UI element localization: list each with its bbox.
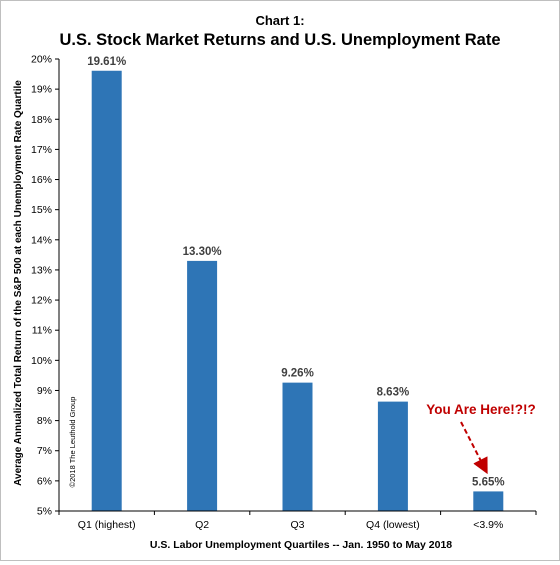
- y-tick-label: 13%: [31, 264, 52, 276]
- annotation-you-are-here: You Are Here!?!?: [426, 402, 536, 417]
- y-tick-label: 15%: [31, 204, 52, 216]
- x-tick-label: Q2: [195, 519, 209, 531]
- x-axis-ticks: Q1 (highest) Q2 Q3 Q4 (lowest) <3.9%: [58, 511, 537, 531]
- y-axis-ticks: 5% 6% 7% 8% 9% 10% 11% 12% 13% 14% 15% 16% 17% 18% 19%…: [31, 54, 59, 518]
- bar: [377, 401, 408, 511]
- y-tick-label: 12%: [31, 295, 52, 307]
- x-tick-label: Q4 (lowest): [366, 519, 420, 531]
- bar: [473, 491, 504, 511]
- bar-data-label: 5.65%: [472, 476, 505, 488]
- bar-data-label: 19.61%: [87, 56, 126, 68]
- bar: [91, 70, 122, 511]
- y-tick-label: 10%: [31, 355, 52, 367]
- y-tick-label: 5%: [37, 506, 52, 518]
- y-tick-label: 18%: [31, 114, 52, 126]
- y-tick-label: 11%: [32, 325, 52, 337]
- y-tick-label: 20%: [31, 54, 52, 66]
- x-axis-label: U.S. Labor Unemployment Quartiles -- Jan…: [150, 539, 452, 551]
- chart-title: U.S. Stock Market Returns and U.S. Unemp…: [59, 31, 500, 49]
- y-tick-label: 6%: [37, 475, 52, 487]
- y-tick-label: 14%: [31, 234, 52, 246]
- bar-data-label: 13.30%: [183, 246, 222, 258]
- y-tick-label: 8%: [37, 415, 52, 427]
- data-labels: 19.61% 13.30% 9.26% 8.63% 5.65%: [87, 56, 504, 489]
- bar-data-label: 8.63%: [377, 387, 410, 399]
- x-tick-label: <3.9%: [473, 519, 503, 531]
- bar: [187, 260, 218, 511]
- y-tick-label: 7%: [37, 445, 52, 457]
- y-tick-label: 9%: [37, 385, 52, 397]
- x-tick-label: Q1 (highest): [78, 519, 136, 531]
- bar-data-label: 9.26%: [281, 368, 314, 380]
- chart-supertitle: Chart 1:: [255, 13, 304, 28]
- watermark: ©2018 The Leuthold Group: [68, 397, 77, 488]
- y-tick-label: 19%: [31, 84, 52, 96]
- annotation-arrow: [460, 421, 488, 475]
- y-axis-label: Average Annualized Total Return of the S…: [13, 80, 24, 486]
- bars: [91, 70, 504, 511]
- x-tick-label: Q3: [290, 519, 304, 531]
- bar: [282, 382, 313, 511]
- y-tick-label: 17%: [31, 144, 52, 156]
- y-tick-label: 16%: [31, 174, 52, 186]
